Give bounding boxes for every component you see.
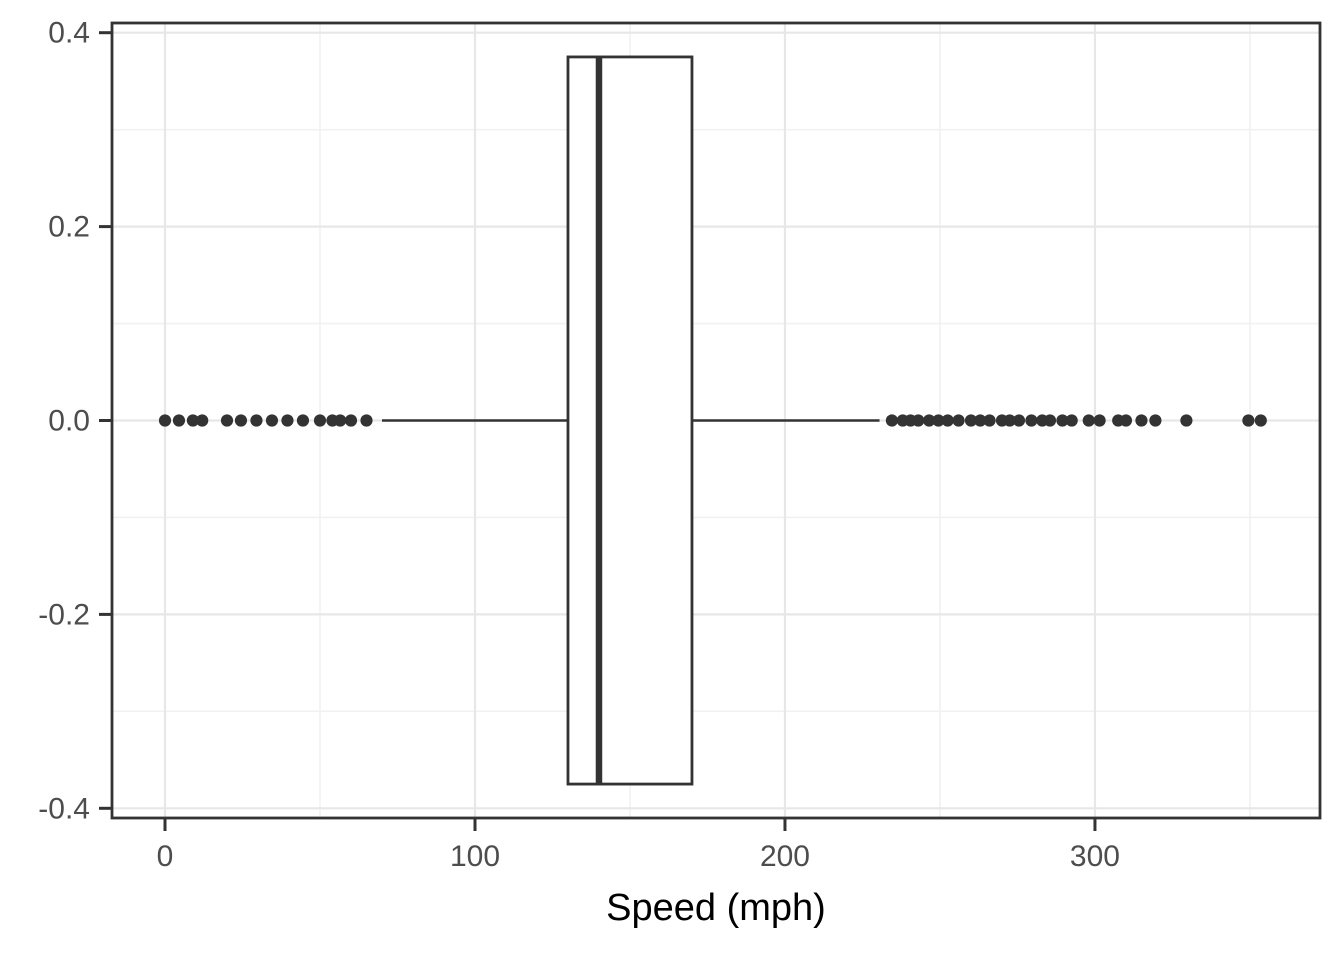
y-tick-label: -0.4 <box>38 792 90 825</box>
outlier-point <box>360 414 373 427</box>
outlier-point <box>344 414 358 427</box>
outlier-point <box>923 414 936 427</box>
outlier-point <box>1082 414 1095 427</box>
outlier-point <box>1043 414 1057 427</box>
x-axis-title: Speed (mph) <box>606 887 826 929</box>
outlier-point <box>1242 414 1255 427</box>
outlier-point <box>1012 414 1026 427</box>
x-tick-label: 0 <box>157 840 174 873</box>
box-iqr <box>566 55 694 786</box>
outlier-point <box>220 414 234 427</box>
outlier-point <box>1065 414 1078 427</box>
outlier-point <box>1180 414 1193 427</box>
outlier-point <box>983 414 996 427</box>
y-tick-label: -0.2 <box>38 598 90 631</box>
outlier-point <box>196 414 209 427</box>
outlier-point <box>952 414 965 427</box>
outlier-point <box>932 414 945 427</box>
outlier-point <box>172 414 186 427</box>
outlier-point <box>265 414 279 427</box>
outlier-point <box>1093 414 1106 427</box>
outlier-point <box>250 414 263 427</box>
y-tick-label: 0.0 <box>48 405 90 438</box>
x-tick-label: 100 <box>450 840 500 873</box>
outlier-point <box>1254 414 1267 427</box>
outlier-point <box>296 414 310 427</box>
outlier-point <box>974 414 987 427</box>
outlier-point <box>964 414 978 427</box>
y-tick-label: 0.4 <box>48 17 90 50</box>
outlier-point <box>885 414 899 427</box>
outlier-point <box>1149 414 1162 427</box>
boxplot-geoms-layer <box>158 55 1267 786</box>
outlier-point <box>912 414 925 427</box>
outlier-point <box>1119 414 1133 427</box>
outlier-point <box>941 414 954 427</box>
outlier-point <box>1003 414 1016 427</box>
outlier-point <box>1056 414 1069 427</box>
x-tick-label: 300 <box>1070 840 1120 873</box>
y-tick-label: 0.2 <box>48 211 90 244</box>
outlier-point <box>158 414 172 427</box>
outlier-point <box>234 414 248 427</box>
axes-layer: 0 100 200 300 0.4 0.2 0.0 -0.2 -0.4 <box>38 17 1322 873</box>
outlier-point <box>281 414 294 427</box>
outlier-point <box>1135 414 1148 427</box>
outlier-point <box>1025 414 1038 427</box>
x-tick-label: 200 <box>760 840 810 873</box>
outlier-point <box>313 414 327 427</box>
outlier-point <box>334 414 347 427</box>
outlier-point <box>186 414 200 427</box>
